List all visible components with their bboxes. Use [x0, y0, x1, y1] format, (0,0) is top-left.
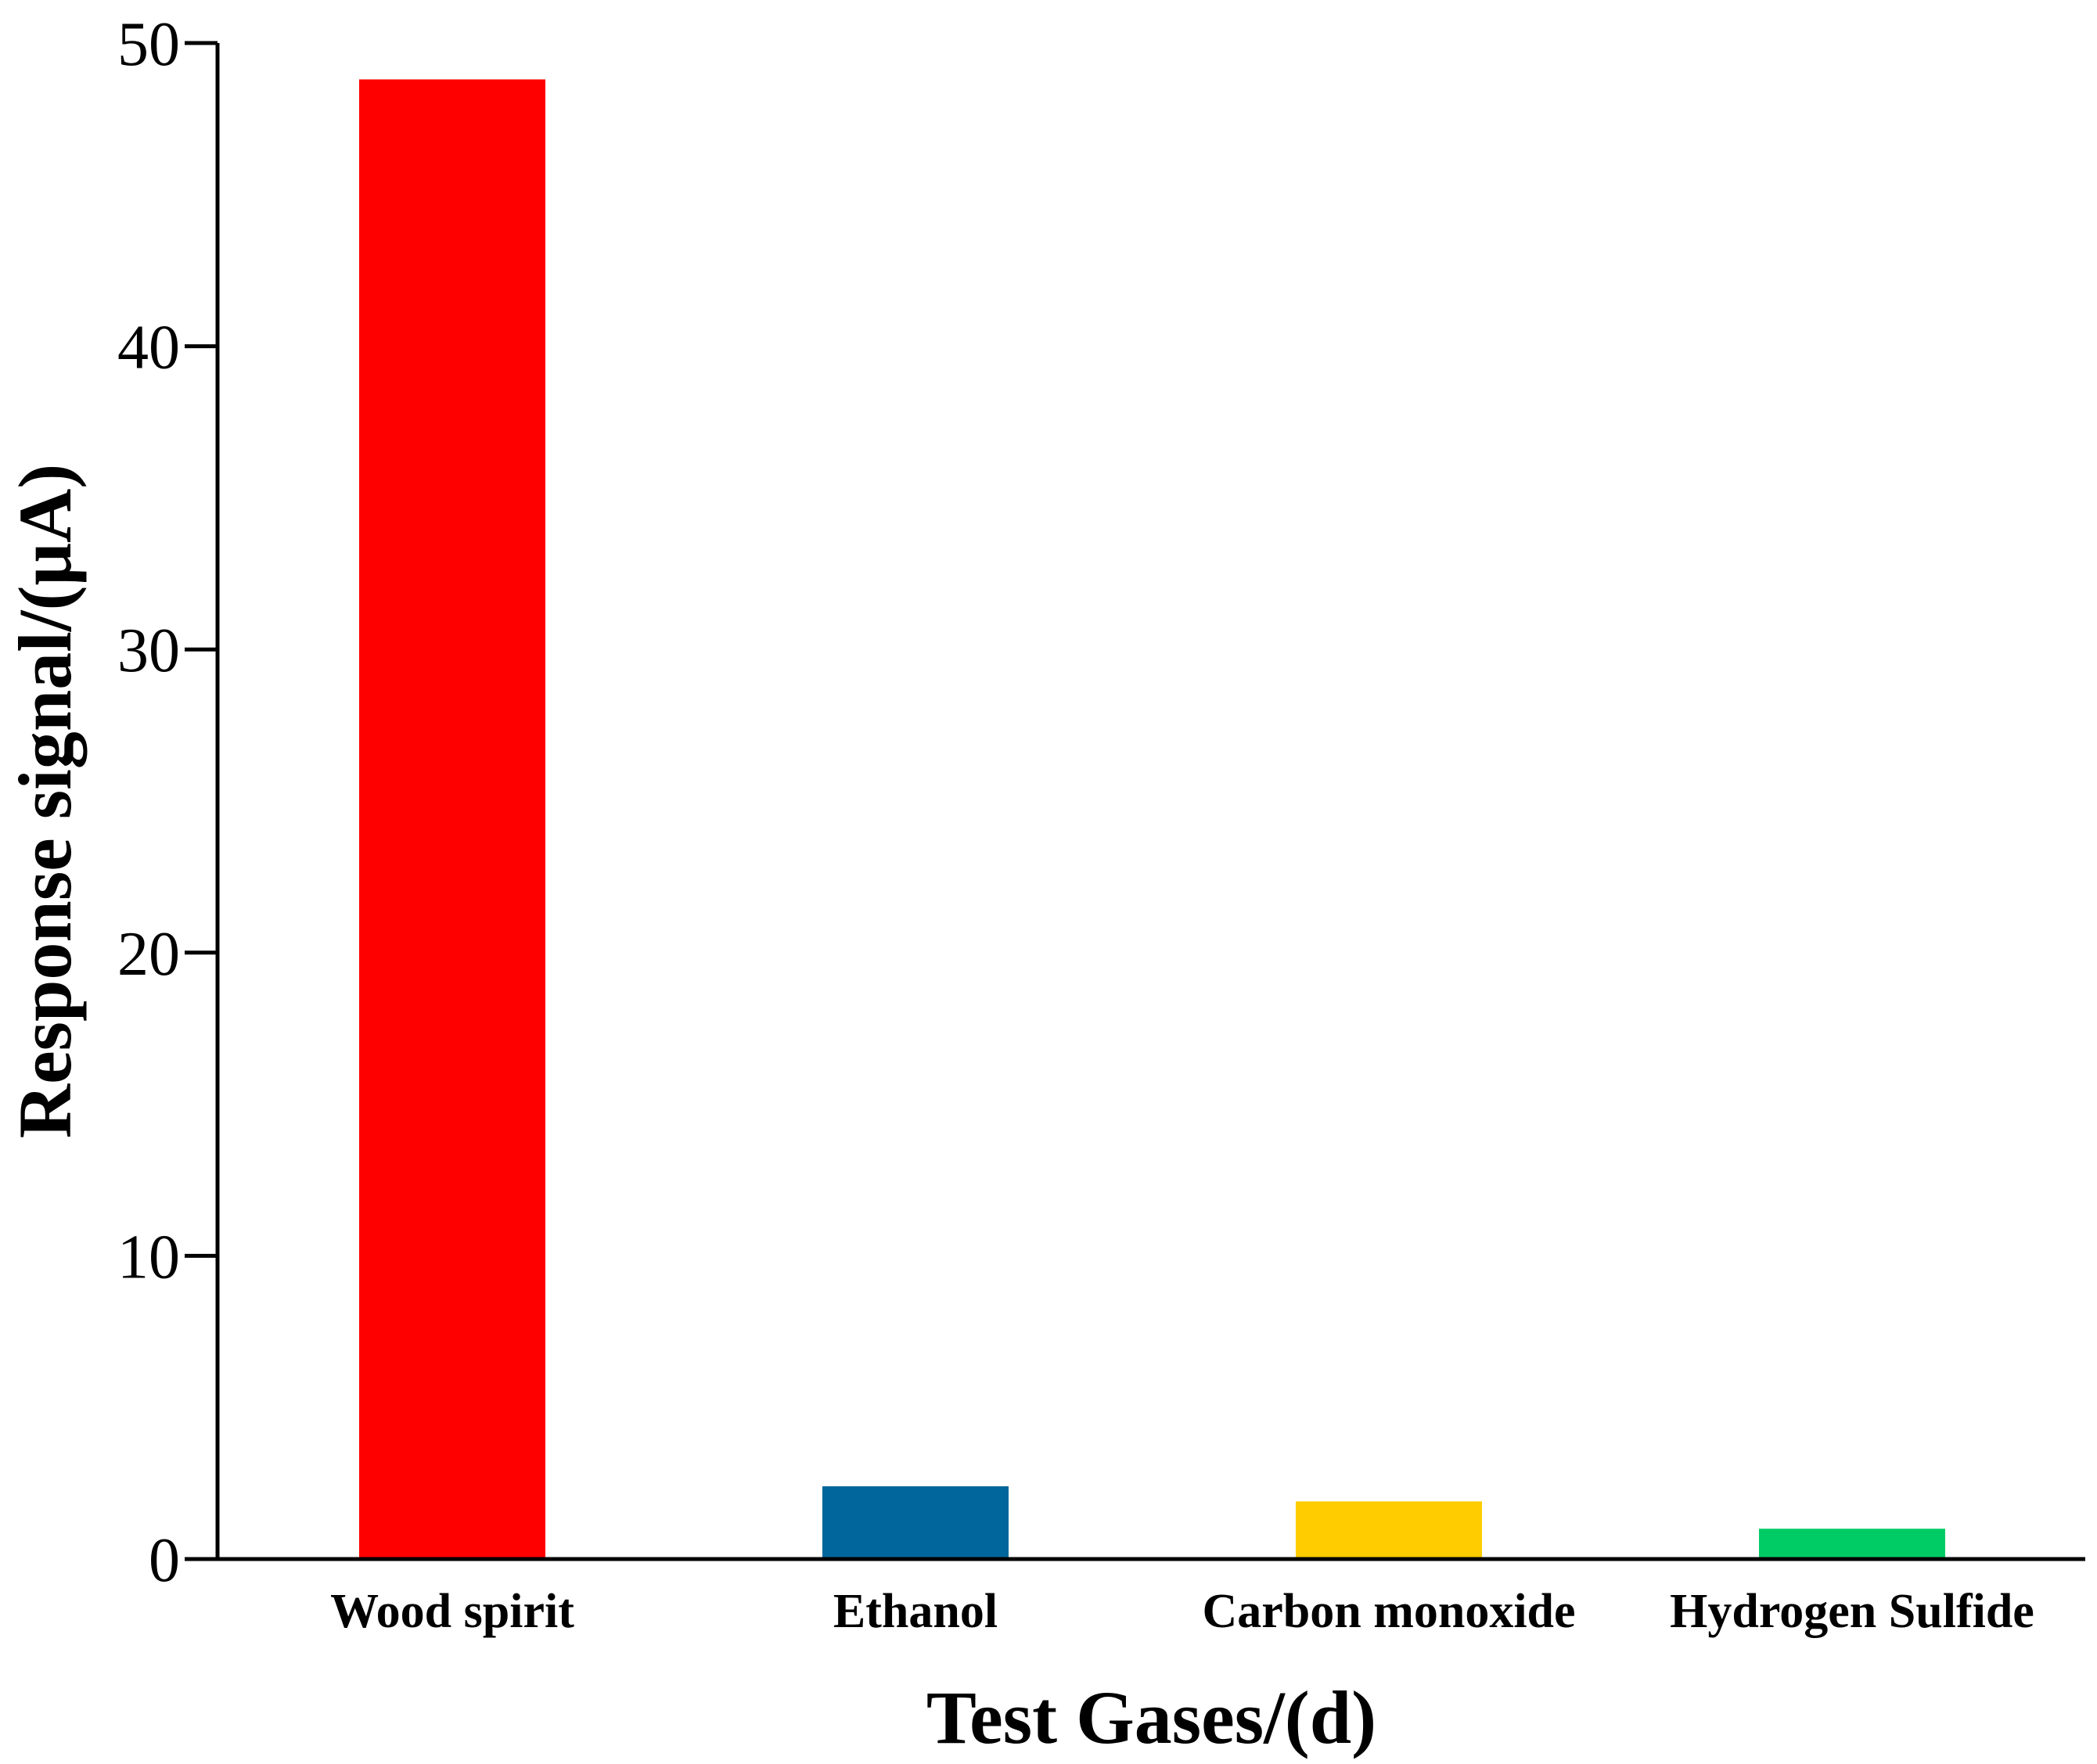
y-tick-label: 30 [117, 616, 180, 685]
x-tick-labels-group: Wood spirit Ethanol Carbon monoxide Hydroge… [330, 1585, 2034, 1638]
x-tick-label: Hydrogen Sulfide [1670, 1585, 2034, 1638]
x-tick-label: Ethanol [833, 1585, 998, 1638]
y-tick-label: 20 [117, 920, 180, 989]
y-tick-label: 0 [149, 1526, 180, 1595]
y-ticks-group: 0 10 20 30 40 50 [117, 10, 218, 1595]
x-tick-label: Carbon monoxide [1202, 1585, 1575, 1638]
bar-hydrogen-sulfide [1759, 1529, 1945, 1559]
bars-group [359, 79, 1945, 1560]
axes-group [215, 43, 2085, 1561]
y-tick-label: 10 [117, 1223, 180, 1292]
bar-ethanol [822, 1486, 1009, 1559]
x-tick-label: Wood spirit [330, 1585, 574, 1638]
x-axis-title: Test Gases/(d) [926, 1676, 1376, 1759]
bar-wood-spirit [359, 79, 545, 1560]
y-axis-title: Response signal/(μA) [3, 464, 87, 1139]
y-tick-label: 40 [117, 314, 180, 383]
bar-carbon-monoxide [1296, 1501, 1482, 1559]
y-tick-label: 50 [117, 10, 180, 79]
